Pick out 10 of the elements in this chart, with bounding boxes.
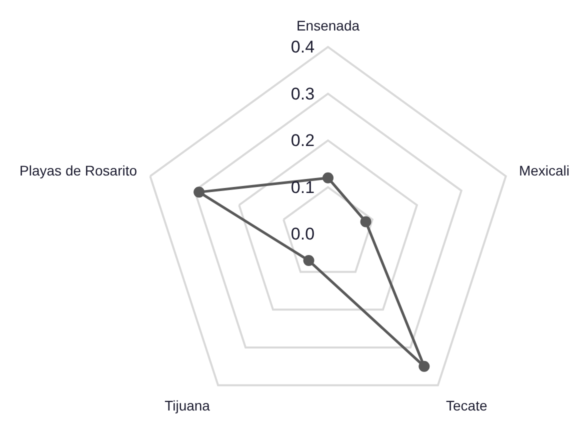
y-tick-label: 0.1 — [290, 178, 315, 197]
y-tick-label: 0.0 — [290, 224, 315, 244]
y-tick-label: 0.3 — [290, 84, 315, 104]
y-tick-label: 0.4 — [290, 38, 315, 57]
spoke-label: Tijuana — [164, 398, 210, 414]
spoke-label: Ensenada — [296, 17, 360, 34]
spoke-label: Tecate — [446, 398, 488, 414]
spoke-label: Playas de Rosarito — [20, 162, 138, 179]
y-tick-label: 0.2 — [290, 131, 315, 150]
spoke-label: Mexicali — [518, 162, 570, 179]
